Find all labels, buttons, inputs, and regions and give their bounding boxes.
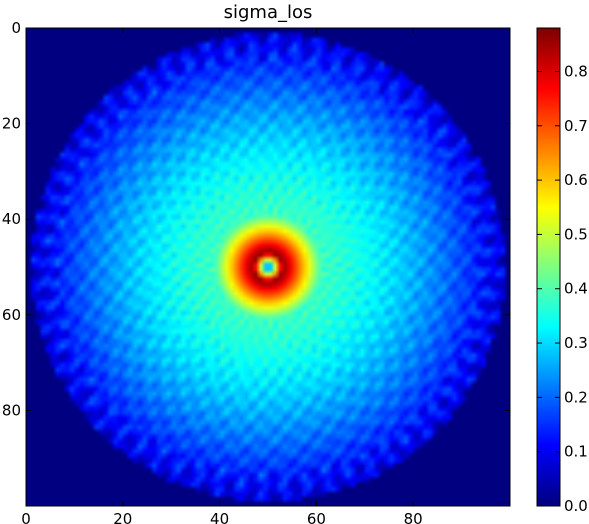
y-tick-label: 60 [2,306,21,324]
x-tick-label: 0 [21,510,31,524]
colorbar: 0.0 0.1 0.2 0.3 0.4 0.5 0.6 0.7 0.8 [536,27,588,515]
colorbar-tick-label: 0.8 [564,62,588,80]
y-axis: 0 20 40 60 80 [2,19,510,419]
heatmap-plot [25,27,511,507]
y-tick-label: 20 [2,115,21,133]
colorbar-tick-label: 0.0 [564,497,588,515]
colorbar-tick-label: 0.6 [564,171,588,189]
colorbar-axis: 0.0 0.1 0.2 0.3 0.4 0.5 0.6 0.7 0.8 [537,62,588,515]
colorbar-tick-label: 0.1 [564,443,588,461]
x-tick-label: 80 [404,510,423,524]
x-axis: 0 20 40 60 80 [21,28,423,524]
y-tick-label: 40 [2,210,21,228]
colorbar-frame [536,27,561,507]
x-tick-label: 40 [210,510,229,524]
colorbar-tick-label: 0.3 [564,334,588,352]
x-tick-label: 60 [307,510,326,524]
x-tick-label: 20 [113,510,132,524]
colorbar-image [537,28,560,506]
colorbar-tick-label: 0.2 [564,388,588,406]
y-tick-label: 0 [11,19,21,37]
plot-frame [25,27,511,507]
y-tick-label: 80 [2,401,21,419]
colorbar-tick-label: 0.7 [564,117,588,135]
chart-title: sigma_los [224,2,313,23]
colorbar-tick-label: 0.4 [564,280,588,298]
heatmap-image [26,28,510,506]
colorbar-tick-label: 0.5 [564,225,588,243]
